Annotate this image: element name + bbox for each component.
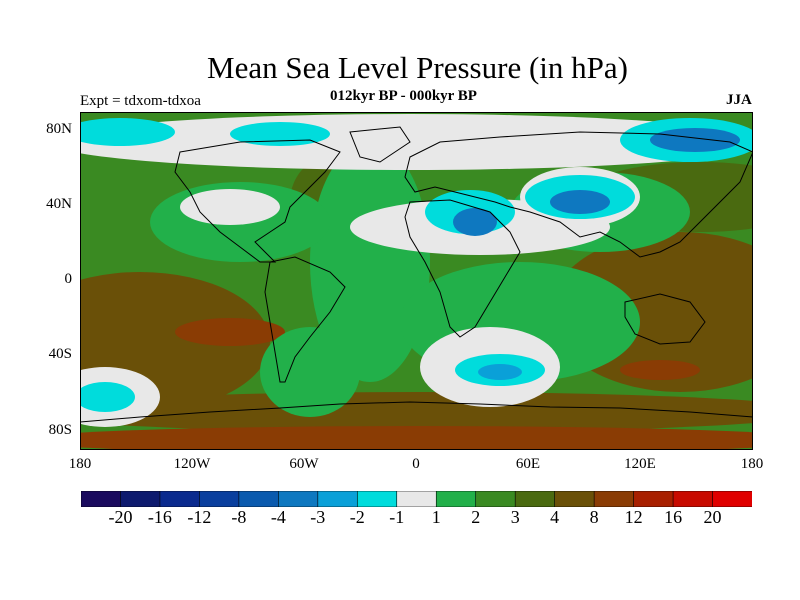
colorbar-label: 12 <box>624 507 643 527</box>
field-antarctic <box>80 426 753 450</box>
colorbar-label: 4 <box>550 507 560 527</box>
lon-tick-60e: 60E <box>515 456 541 472</box>
colorbar-swatch <box>317 491 359 507</box>
time-range-label: 012kyr BP - 000kyr BP <box>330 88 477 104</box>
lat-tick-80n: 80N <box>46 121 72 137</box>
field-asia-blue <box>550 190 610 214</box>
colorbar-label: 1 <box>431 507 441 527</box>
map-frame <box>80 112 753 450</box>
colorbar-swatch <box>238 491 280 507</box>
colorbar-swatch <box>435 491 477 507</box>
colorbar <box>81 491 752 507</box>
coast-africa <box>404 199 521 338</box>
pressure-map <box>80 112 753 450</box>
colorbar-label: -8 <box>231 507 247 527</box>
coastlines <box>80 126 753 423</box>
lon-tick-60w: 60W <box>289 456 319 472</box>
field-arctic-cyan-west <box>80 118 175 146</box>
coast-europe-asia <box>404 131 753 258</box>
colorbar-label: -2 <box>349 507 365 527</box>
colorbar-label: 20 <box>703 507 722 527</box>
coast-north-america <box>174 139 341 263</box>
lon-tick-180w: 180 <box>68 456 92 472</box>
colorbar-swatch <box>159 491 201 507</box>
colorbar-swatch <box>633 491 674 507</box>
lat-tick-eq: 0 <box>64 271 73 287</box>
colorbar-label: -16 <box>147 507 172 527</box>
lon-tick-180e: 180 <box>740 456 764 472</box>
experiment-label: Expt = tdxom-tdxoa <box>80 93 201 109</box>
field-s-indian-high <box>620 360 700 380</box>
field-mideast-blue <box>453 208 497 236</box>
colorbar-label: 3 <box>510 507 520 527</box>
colorbar-swatch <box>396 491 438 507</box>
coast-greenland <box>349 126 411 163</box>
colorbar-label: -12 <box>187 507 212 527</box>
season-label: JJA <box>726 92 752 108</box>
field-siberia-blue <box>650 128 740 152</box>
lon-tick-0: 0 <box>412 456 420 472</box>
colorbar-swatch <box>278 491 319 507</box>
lat-tick-40s: 40S <box>48 346 72 362</box>
colorbar-swatch <box>120 491 161 507</box>
colorbar-label: 8 <box>589 507 599 527</box>
lon-tick-120e: 120E <box>624 456 656 472</box>
lon-tick-120w: 120W <box>173 456 211 472</box>
colorbar-swatch <box>475 491 516 507</box>
field-s-indian-blue <box>478 364 522 380</box>
colorbar-swatch <box>672 491 714 507</box>
colorbar-label: -3 <box>310 507 326 527</box>
colorbar-swatch <box>593 491 635 507</box>
colorbar-swatch <box>81 491 122 507</box>
colorbar-label: -1 <box>389 507 405 527</box>
field-s-atlantic-green <box>260 327 360 417</box>
colorbar-swatch <box>199 491 240 507</box>
colorbar-swatch <box>554 491 595 507</box>
lat-tick-80s: 80S <box>48 422 72 438</box>
colorbar-label: -20 <box>108 507 133 527</box>
field-sw-pacific-cyan <box>80 382 135 412</box>
coast-antarctica <box>80 401 753 423</box>
field-southern-ocean-band <box>80 392 753 432</box>
coast-south-america <box>264 256 346 383</box>
colorbar-swatch <box>356 491 398 507</box>
field-s-pacific-high <box>175 318 285 346</box>
colorbar-label: 2 <box>471 507 481 527</box>
colorbar-swatch <box>712 491 752 507</box>
field-n-america-grey <box>180 189 280 225</box>
coast-australia <box>624 293 706 345</box>
colorbar-swatch <box>514 491 556 507</box>
figure-title: Mean Sea Level Pressure (in hPa) <box>207 50 628 85</box>
colorbar-label: 16 <box>664 507 683 527</box>
lat-tick-40n: 40N <box>46 196 72 212</box>
colorbar-label: -4 <box>270 507 286 527</box>
